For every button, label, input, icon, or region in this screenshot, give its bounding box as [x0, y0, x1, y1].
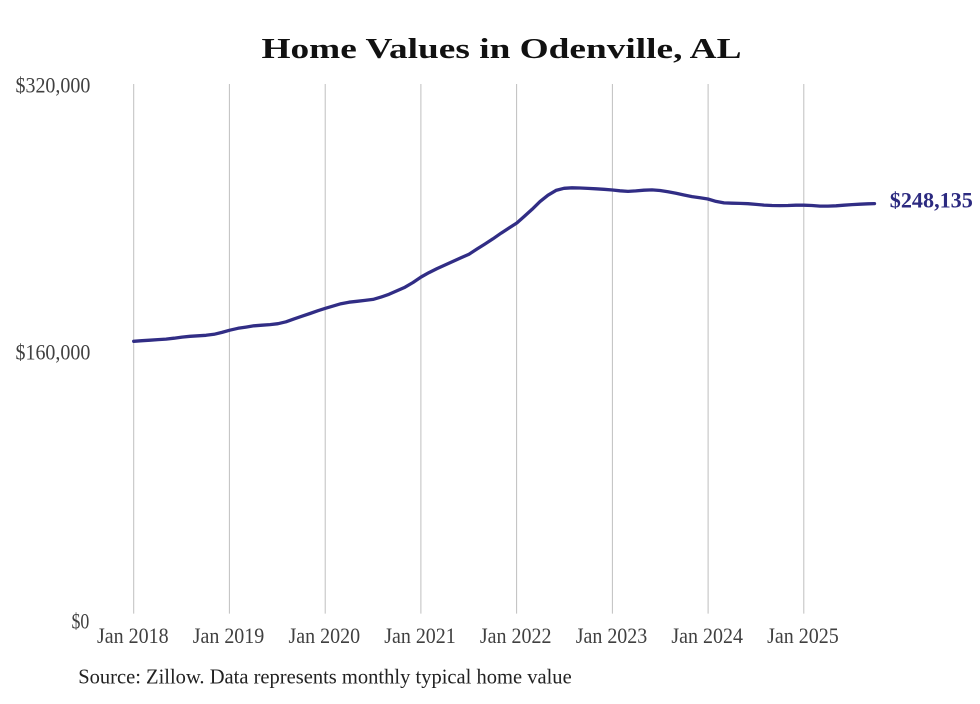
svg-text:$248,135: $248,135 [890, 187, 973, 212]
svg-text:Home Values in Odenville, AL: Home Values in Odenville, AL [262, 34, 742, 65]
svg-text:Jan 2023: Jan 2023 [576, 623, 648, 648]
svg-text:Jan 2021: Jan 2021 [384, 623, 456, 648]
svg-text:Jan 2024: Jan 2024 [671, 623, 743, 648]
svg-text:Jan 2018: Jan 2018 [97, 623, 169, 648]
svg-text:Jan 2019: Jan 2019 [193, 623, 265, 648]
svg-text:Jan 2025: Jan 2025 [767, 623, 839, 648]
svg-text:Jan 2022: Jan 2022 [480, 623, 552, 648]
svg-text:$0: $0 [72, 609, 90, 634]
svg-text:Jan 2020: Jan 2020 [289, 623, 361, 648]
svg-text:$320,000: $320,000 [16, 73, 91, 98]
svg-text:$160,000: $160,000 [16, 340, 91, 365]
svg-text:Source: Zillow. Data represent: Source: Zillow. Data represents monthly … [78, 665, 572, 689]
